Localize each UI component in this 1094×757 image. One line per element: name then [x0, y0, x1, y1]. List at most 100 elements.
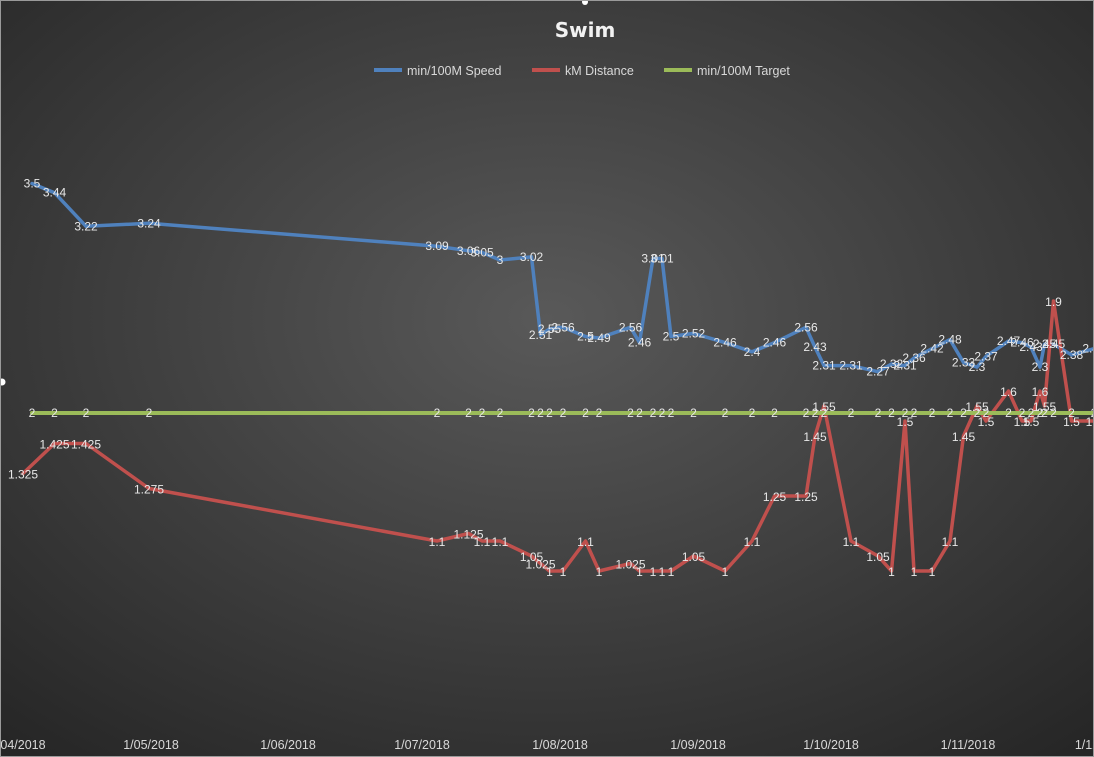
distance-data-label: 1.5: [978, 415, 995, 429]
speed-data-label: 3.01: [650, 252, 674, 266]
distance-data-label: 1: [911, 565, 918, 579]
target-data-label: 2: [1050, 406, 1057, 420]
target-data-label: 2: [83, 406, 90, 420]
speed-data-label: 2.5: [663, 330, 680, 344]
speed-data-label: 2.47: [997, 334, 1021, 348]
distance-data-label: 1.5: [1063, 415, 1080, 429]
speed-data-label: 2.4: [744, 345, 761, 359]
target-data-label: 2: [29, 406, 36, 420]
target-data-label: 2: [1037, 406, 1044, 420]
target-data-label: 2: [560, 406, 567, 420]
speed-data-label: 2.5: [577, 330, 594, 344]
selection-handle-left[interactable]: [1, 378, 6, 386]
distance-series-line[interactable]: [21, 299, 1093, 573]
selection-handle-top[interactable]: [582, 1, 588, 5]
distance-data-label: 1.1: [843, 535, 860, 549]
target-data-label: 2: [1005, 406, 1012, 420]
target-data-label: 2: [546, 406, 553, 420]
speed-data-label: 2.48: [938, 333, 962, 347]
distance-data-label: 1.425: [71, 438, 101, 452]
target-data-label: 2: [659, 406, 666, 420]
distance-data-label: 1.25: [763, 490, 787, 504]
speed-data-label: 2.42: [1082, 342, 1093, 356]
distance-data-label: 1.45: [952, 430, 976, 444]
distance-data-label: 1.275: [134, 483, 164, 497]
target-data-label: 2: [803, 406, 810, 420]
speed-series-line[interactable]: [30, 181, 1093, 374]
target-data-label: 2: [479, 406, 486, 420]
target-data-label: 2: [929, 406, 936, 420]
speed-data-label: 2.52: [682, 326, 706, 340]
distance-data-label: 1.25: [794, 490, 818, 504]
speed-data-label: 3.01: [641, 252, 665, 266]
target-data-label: 2: [582, 406, 589, 420]
target-data-label: 2: [722, 406, 729, 420]
speed-data-label: 3: [497, 253, 504, 267]
distance-data-label: 1: [722, 565, 729, 579]
target-data-label: 2: [911, 406, 918, 420]
distance-data-label: 1.05: [682, 550, 706, 564]
x-tick-label: 1/07/2018: [394, 738, 450, 752]
target-data-label: 2: [974, 406, 981, 420]
speed-data-label: 2.36: [902, 351, 926, 365]
distance-data-label: 1.55: [965, 400, 989, 414]
distance-data-label: 1: [929, 565, 936, 579]
target-data-label: 2: [690, 406, 697, 420]
speed-data-label: 3.02: [520, 250, 544, 264]
speed-data-label: 3.5: [24, 177, 41, 191]
target-data-label: 2: [821, 406, 828, 420]
speed-data-label: 2.31: [812, 359, 836, 373]
x-tick-label: 1/09/2018: [670, 738, 726, 752]
x-tick-label: 1/10/2018: [803, 738, 859, 752]
legend-label-speed[interactable]: min/100M Speed: [407, 64, 502, 78]
distance-data-label: 1.5: [1023, 415, 1040, 429]
speed-data-label: 2.46: [763, 336, 787, 350]
target-data-label: 2: [1068, 406, 1075, 420]
distance-data-label: 1: [668, 565, 675, 579]
target-data-label: 2: [848, 406, 855, 420]
target-data-label: 2: [771, 406, 778, 420]
target-data-label: 2: [497, 406, 504, 420]
target-data-label: 2: [960, 406, 967, 420]
speed-data-label: 2.3: [969, 360, 986, 374]
target-data-label: 2: [668, 406, 675, 420]
distance-data-label: 1.5: [1086, 415, 1093, 429]
distance-data-label: 1.025: [615, 558, 645, 572]
distance-data-label: 1.55: [812, 400, 836, 414]
target-data-label: 2: [636, 406, 643, 420]
distance-data-label: 1.6: [1000, 385, 1017, 399]
speed-data-label: 3.05: [470, 245, 494, 259]
speed-data-label: 3.22: [74, 219, 98, 233]
speed-data-label: 3.44: [43, 186, 67, 200]
speed-data-label: 2.37: [974, 349, 998, 363]
speed-data-label: 3.09: [425, 239, 449, 253]
target-data-label: 2: [596, 406, 603, 420]
distance-data-label: 1.025: [525, 558, 555, 572]
target-data-label: 2: [1028, 406, 1035, 420]
data-labels: 3.53.443.22 3.243.09 3.063.053 3.022.512.55…: [8, 177, 1093, 580]
x-tick-label: 1/06/2018: [260, 738, 316, 752]
speed-data-label: 2.43: [803, 340, 827, 354]
target-data-label: 2: [1091, 406, 1093, 420]
target-data-label: 2: [627, 406, 634, 420]
distance-data-label: 1.1: [942, 535, 959, 549]
speed-data-label: 2.55: [538, 322, 562, 336]
speed-data-label: 2.43: [1019, 340, 1043, 354]
target-data-label: 2: [902, 406, 909, 420]
speed-data-label: 2.56: [551, 320, 575, 334]
x-tick-label: 1/08/2018: [532, 738, 588, 752]
target-data-label: 2: [983, 406, 990, 420]
speed-data-label: 2.45: [1033, 337, 1057, 351]
speed-data-label: 2.32: [880, 357, 904, 371]
distance-data-label: 1.5: [1014, 415, 1031, 429]
distance-data-label: 1.325: [8, 468, 38, 482]
target-data-label: 2: [875, 406, 882, 420]
distance-data-label: 1.5: [897, 415, 914, 429]
legend-label-distance[interactable]: kM Distance: [565, 64, 634, 78]
legend: min/100M Speed kM Distance min/100M Target: [374, 64, 790, 78]
speed-data-label: 2.45: [1042, 337, 1066, 351]
target-data-label: 2: [528, 406, 535, 420]
legend-label-target[interactable]: min/100M Target: [697, 64, 790, 78]
target-data-label: 2: [888, 406, 895, 420]
